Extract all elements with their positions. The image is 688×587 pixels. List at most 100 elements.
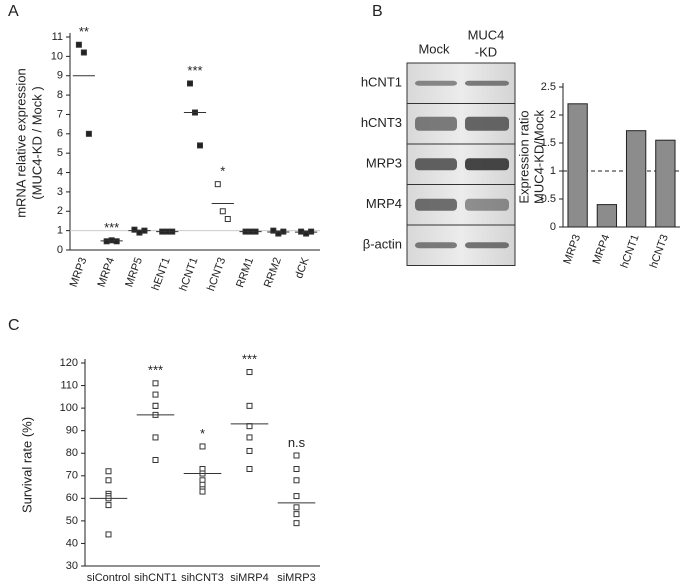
point bbox=[199, 443, 206, 450]
x-tick-label: dCK bbox=[293, 255, 312, 280]
row-label: MRP3 bbox=[366, 156, 402, 171]
point bbox=[75, 41, 82, 48]
western-blot: Mock MUC4 -KD hCNT1 hCNT3 MRP3 MRP4 β-actin bbox=[361, 27, 516, 266]
point bbox=[152, 380, 159, 387]
x-tick-label: sihCNT3 bbox=[181, 572, 224, 584]
point bbox=[246, 423, 253, 430]
bar bbox=[655, 139, 676, 228]
point bbox=[246, 434, 253, 441]
bar bbox=[596, 204, 618, 228]
point bbox=[152, 402, 159, 409]
x-tick-label: RRM2 bbox=[262, 256, 284, 289]
band bbox=[465, 158, 509, 171]
x-tick-label: siMRP3 bbox=[277, 572, 316, 584]
band bbox=[465, 198, 509, 211]
x-tick-label: hCNT1 bbox=[177, 256, 200, 293]
y-tick-label: 110 bbox=[60, 379, 78, 391]
y-axis-label: MUC4-KD/Mock bbox=[531, 110, 546, 204]
band bbox=[415, 242, 457, 249]
x-tick-label: MRP4 bbox=[95, 256, 117, 289]
annotation: *** bbox=[242, 351, 257, 366]
band bbox=[465, 80, 509, 86]
y-tick-label: 1 bbox=[57, 225, 63, 237]
point bbox=[187, 80, 193, 87]
band bbox=[415, 80, 457, 86]
column-label: -KD bbox=[475, 44, 497, 59]
point bbox=[152, 434, 159, 441]
point bbox=[105, 468, 112, 475]
point bbox=[197, 142, 203, 149]
point bbox=[80, 49, 87, 56]
y-tick-label: 120 bbox=[60, 357, 78, 369]
y-tick-label: 11 bbox=[52, 31, 63, 43]
panel-letter: C bbox=[8, 317, 20, 334]
y-tick-label: 3 bbox=[57, 186, 63, 198]
x-tick-label: hCNT1 bbox=[618, 233, 641, 270]
y-tick-label: 2 bbox=[57, 205, 63, 217]
band bbox=[415, 198, 457, 211]
y-tick-label: 2 bbox=[550, 109, 556, 121]
row-label: hCNT1 bbox=[361, 75, 402, 90]
point bbox=[199, 488, 206, 495]
row-label: MRP4 bbox=[366, 196, 402, 211]
y-tick-label: 60 bbox=[66, 492, 78, 504]
column-label: Mock bbox=[418, 41, 450, 56]
point bbox=[293, 504, 300, 511]
y-tick-label: 6 bbox=[57, 128, 63, 140]
y-tick-label: 100 bbox=[60, 402, 78, 414]
panel-letter: A bbox=[8, 3, 19, 20]
point bbox=[293, 520, 300, 527]
point bbox=[246, 402, 253, 409]
x-tick-label: siControl bbox=[87, 572, 130, 584]
bar bbox=[625, 130, 647, 228]
y-tick-label: 80 bbox=[66, 447, 78, 459]
y-tick-label: 0.5 bbox=[541, 193, 556, 205]
x-tick-label: sihCNT1 bbox=[134, 572, 177, 584]
band bbox=[465, 242, 509, 249]
x-tick-label: MRP5 bbox=[123, 256, 145, 289]
band bbox=[415, 158, 457, 171]
annotation: * bbox=[200, 426, 205, 441]
y-tick-label: 70 bbox=[66, 470, 78, 482]
y-tick-label: 0 bbox=[550, 221, 556, 233]
y-tick-label: 40 bbox=[66, 537, 78, 549]
y-tick-label: 90 bbox=[66, 425, 78, 437]
band bbox=[465, 116, 509, 131]
y-tick-label: 1.5 bbox=[541, 137, 556, 149]
y-tick-label: 10 bbox=[51, 50, 63, 62]
point bbox=[108, 237, 115, 244]
x-tick-label: hCNT3 bbox=[648, 233, 671, 270]
bar bbox=[567, 103, 588, 228]
x-tick-label: RRM1 bbox=[234, 256, 256, 289]
panel-letter: B bbox=[372, 3, 383, 20]
row-label: β-actin bbox=[363, 237, 402, 252]
x-tick-label: MRP4 bbox=[591, 233, 613, 266]
x-tick-label: hCNT3 bbox=[205, 256, 228, 293]
row-label: hCNT3 bbox=[361, 115, 402, 130]
column-label: MUC4 bbox=[468, 27, 505, 42]
point bbox=[293, 511, 300, 518]
x-tick-label: hENT1 bbox=[150, 256, 173, 292]
point bbox=[105, 502, 112, 509]
x-tick-label: siMRP4 bbox=[230, 572, 269, 584]
point bbox=[131, 226, 138, 233]
point bbox=[224, 216, 231, 223]
annotation: n.s bbox=[288, 435, 306, 450]
y-tick-label: 0 bbox=[57, 244, 63, 256]
point bbox=[293, 493, 300, 500]
point bbox=[105, 531, 112, 538]
point bbox=[219, 208, 226, 215]
y-tick-label: 1 bbox=[550, 165, 556, 177]
x-tick-label: MRP3 bbox=[561, 233, 583, 266]
y-tick-label: 7 bbox=[57, 108, 63, 120]
y-axis-label: Survival rate (%) bbox=[19, 417, 34, 513]
point bbox=[293, 466, 300, 473]
point bbox=[246, 369, 253, 376]
annotation: *** bbox=[104, 220, 119, 235]
y-tick-label: 9 bbox=[57, 70, 63, 82]
point bbox=[152, 456, 159, 463]
point bbox=[152, 391, 159, 398]
y-tick-label: 4 bbox=[57, 166, 63, 178]
annotation: *** bbox=[187, 63, 202, 78]
